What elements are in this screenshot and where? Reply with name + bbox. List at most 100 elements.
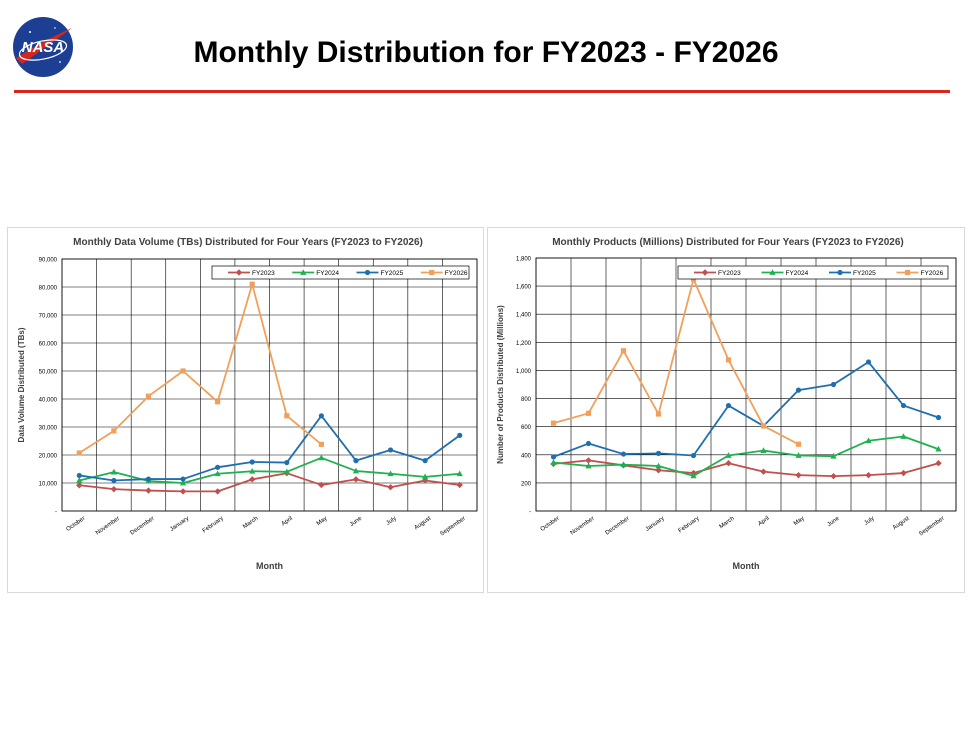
nasa-logo: NASA (13, 17, 73, 77)
series-line-fy2026 (553, 278, 799, 446)
data-point-fy2024 (352, 467, 360, 474)
data-point-fy2026 (795, 441, 802, 447)
legend-box (677, 265, 949, 280)
legend-marker-fy2023 (235, 269, 243, 276)
data-point-fy2024 (865, 437, 872, 444)
data-point-fy2026 (180, 368, 186, 374)
data-point-fy2024 (760, 447, 767, 453)
data-point-fy2023 (145, 487, 152, 494)
y-tick-label: 400 (521, 453, 532, 459)
data-point-fy2025 (284, 459, 290, 466)
data-point-fy2023 (865, 471, 872, 479)
data-point-fy2026 (318, 441, 324, 447)
data-point-fy2025 (935, 414, 942, 421)
y-tick-label: 1,600 (516, 285, 532, 291)
y-tick-label: - (55, 510, 57, 516)
data-point-fy2025 (585, 440, 592, 447)
data-point-fy2025 (353, 458, 359, 464)
x-tick-label: September (439, 516, 466, 538)
x-tick-label: July (386, 516, 398, 527)
y-tick-label: 60,000 (39, 342, 58, 348)
y-tick-label: 200 (521, 481, 532, 487)
data-point-fy2024 (935, 445, 942, 452)
page-title: Monthly Distribution for FY2023 - FY2026 (193, 36, 779, 69)
x-tick-label: June (827, 515, 842, 528)
data-point-fy2023 (318, 481, 325, 489)
plot-area (535, 257, 957, 512)
data-point-fy2025 (111, 477, 117, 484)
y-tick-label: 1,200 (516, 341, 532, 347)
data-point-fy2025 (318, 413, 324, 419)
chart-products: Monthly Products (Millions) Distributed … (496, 237, 957, 571)
data-point-fy2024 (456, 470, 463, 477)
data-point-fy2025 (690, 452, 697, 459)
legend-marker-fy2024 (300, 269, 307, 275)
x-tick-label: January (645, 516, 666, 533)
data-point-fy2024 (214, 470, 221, 477)
data-point-fy2024 (387, 470, 394, 477)
y-tick-label: 1,400 (516, 313, 532, 319)
y-tick-label: - (529, 510, 531, 516)
x-tick-label: August (892, 516, 911, 532)
data-point-fy2024 (283, 468, 290, 475)
x-tick-label: December (605, 516, 631, 537)
y-tick-label: 70,000 (39, 314, 58, 320)
data-point-fy2023 (456, 481, 463, 489)
data-point-fy2023 (830, 472, 837, 480)
data-point-fy2025 (387, 447, 394, 453)
legend-marker-fy2025 (837, 269, 843, 276)
data-point-fy2024 (725, 452, 732, 458)
data-point-fy2025 (215, 464, 221, 470)
x-tick-label: March (242, 516, 259, 530)
data-point-fy2024 (900, 433, 907, 439)
nasa-logo-text: NASA (22, 39, 65, 56)
data-point-fy2024 (690, 472, 697, 479)
legend-label-fy2026: FY2026 (921, 270, 944, 277)
data-point-fy2024 (318, 454, 325, 461)
x-tick-label: February (678, 516, 701, 535)
x-tick-label: November (95, 516, 121, 537)
data-point-fy2023 (76, 482, 83, 489)
data-point-fy2025 (620, 451, 627, 457)
data-point-fy2023 (935, 460, 942, 467)
y-tick-label: 10,000 (39, 482, 58, 488)
x-tick-label: May (793, 516, 806, 527)
data-point-fy2025 (145, 476, 152, 482)
data-point-fy2023 (725, 460, 732, 467)
data-point-fy2026 (585, 410, 592, 416)
data-point-fy2024 (585, 462, 592, 469)
series-line-fy2023 (79, 472, 460, 493)
data-point-fy2026 (550, 420, 557, 426)
legend-marker-fy2026 (429, 269, 435, 276)
y-tick-label: 50,000 (39, 370, 58, 376)
x-tick-label: August (414, 516, 433, 532)
legend-marker-fy2023 (701, 269, 709, 276)
data-point-fy2025 (830, 381, 837, 388)
data-point-fy2026 (215, 399, 221, 405)
series-fy2025 (76, 413, 463, 484)
x-tick-label: October (540, 516, 561, 533)
data-point-fy2023 (795, 471, 802, 479)
chart-data-volume: Monthly Data Volume (TBs) Distributed fo… (17, 237, 478, 571)
data-point-fy2026 (655, 411, 662, 417)
data-point-fy2023 (110, 485, 118, 493)
data-point-fy2024 (110, 468, 117, 475)
legend-marker-fy2026 (904, 269, 911, 276)
x-tick-label: October (66, 516, 87, 533)
legend-label-fy2025: FY2025 (853, 270, 876, 277)
data-point-fy2024 (76, 477, 83, 483)
chart-title: Monthly Data Volume (TBs) Distributed fo… (73, 237, 423, 248)
plot-grid (61, 258, 478, 512)
x-tick-label: June (349, 515, 364, 528)
data-point-fy2025 (655, 450, 662, 456)
data-point-fy2025 (422, 458, 428, 464)
series-line-fy2025 (553, 361, 939, 458)
data-point-fy2024 (422, 473, 429, 480)
y-tick-label: 20,000 (39, 454, 58, 460)
data-point-fy2024 (795, 452, 802, 458)
x-tick-label: April (281, 516, 294, 528)
x-axis-label: Month (256, 561, 283, 571)
data-point-fy2023 (760, 468, 767, 475)
data-point-fy2026 (760, 423, 767, 429)
x-tick-label: November (570, 516, 596, 537)
